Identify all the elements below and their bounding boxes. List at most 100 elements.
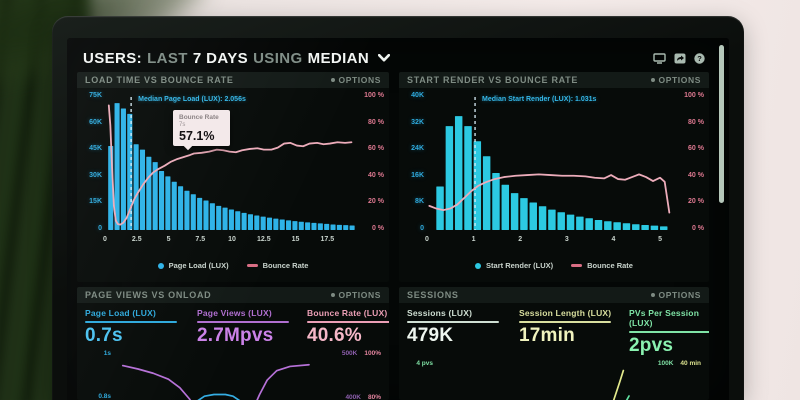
bar bbox=[650, 225, 659, 230]
axis-tick: 20 % bbox=[688, 198, 704, 206]
metric-underline bbox=[307, 321, 389, 323]
load-time-chart-body: 75K 60K 45K 30K 15K 0 100 % 80 % 60 % 40 % 20 % 0 … bbox=[77, 88, 389, 282]
axis-tick: 45K bbox=[89, 145, 102, 153]
series-line bbox=[197, 393, 241, 400]
bar bbox=[133, 144, 139, 230]
metric-underline bbox=[519, 321, 611, 323]
axis-tick: 16K bbox=[411, 171, 424, 179]
legend-label: Bounce Rate bbox=[587, 261, 633, 270]
bar bbox=[482, 156, 491, 230]
axis-tick: 100K 40 min bbox=[657, 360, 701, 367]
metric-bounce-rate: Bounce Rate (LUX) 40.6% bbox=[307, 308, 389, 347]
metric-label: PVs Per Session (LUX) bbox=[629, 308, 700, 328]
help-icon[interactable]: ? bbox=[694, 52, 705, 64]
axis-tick: 40 % bbox=[368, 171, 384, 179]
timeframe-dropdown[interactable]: USERS: LAST 7 DAYS USING MEDIAN bbox=[83, 49, 391, 67]
metric-sessions: Sessions (LUX) 479K bbox=[407, 308, 511, 357]
axis-tick: 30K bbox=[89, 171, 102, 179]
bar bbox=[286, 220, 292, 230]
bar bbox=[120, 108, 126, 230]
metric-page-views: Page Views (LUX) 2.7Mpvs bbox=[197, 308, 299, 347]
axis-tick: 20 % bbox=[368, 198, 384, 206]
gear-icon bbox=[330, 293, 335, 297]
bar bbox=[158, 171, 165, 230]
scrollbar[interactable] bbox=[719, 45, 724, 203]
chart-tooltip: Bounce Rate 7s 57.1% bbox=[173, 110, 230, 146]
monitor-icon[interactable] bbox=[653, 52, 666, 64]
legend-start-render[interactable]: Start Render (LUX) bbox=[475, 261, 553, 270]
bar bbox=[279, 219, 285, 230]
axis-tick: 1 bbox=[471, 236, 476, 243]
legend-dot-icon bbox=[157, 262, 164, 269]
gear-icon bbox=[650, 293, 655, 297]
axis-tick: 15K bbox=[89, 198, 102, 206]
legend-page-load[interactable]: Page Load (LUX) bbox=[157, 261, 229, 270]
panel-title: START RENDER VS BOUNCE RATE bbox=[407, 75, 579, 85]
bar bbox=[529, 202, 537, 230]
start-render-plot[interactable] bbox=[427, 96, 674, 230]
axis-tick: 5 bbox=[658, 236, 662, 243]
axis-tick: 0 bbox=[98, 224, 102, 232]
legend-bounce-rate[interactable]: Bounce Rate bbox=[571, 261, 633, 270]
bar bbox=[209, 203, 215, 230]
axis-tick: 0 bbox=[420, 224, 424, 232]
load-time-plot[interactable] bbox=[105, 96, 355, 230]
metric-label: Bounce Rate (LUX) bbox=[307, 308, 388, 318]
header-last-label: LAST bbox=[147, 49, 188, 67]
svg-text:?: ? bbox=[697, 54, 702, 63]
header-using-label: USING bbox=[253, 49, 303, 67]
bar bbox=[165, 176, 171, 230]
series-line bbox=[612, 369, 625, 400]
legend-bounce-rate[interactable]: Bounce Rate bbox=[246, 261, 309, 270]
sessions-plot[interactable] bbox=[441, 362, 630, 400]
options-button[interactable]: OPTIONS bbox=[330, 75, 381, 85]
metric-underline bbox=[85, 321, 177, 323]
bar bbox=[171, 181, 177, 230]
axis-tick: 1s bbox=[103, 350, 111, 357]
axis-tick: 0.8s bbox=[98, 392, 111, 400]
panel-title: LOAD TIME VS BOUNCE RATE bbox=[85, 75, 234, 85]
legend-label: Bounce Rate bbox=[262, 261, 309, 270]
bar bbox=[324, 223, 330, 230]
axis-tick: 400K 80% bbox=[345, 393, 381, 400]
metric-session-length: Session Length (LUX) 17min bbox=[519, 308, 621, 357]
options-button[interactable]: OPTIONS bbox=[650, 290, 701, 300]
options-button[interactable]: OPTIONS bbox=[650, 75, 701, 85]
bar bbox=[273, 218, 279, 230]
y-axis-left: 1s0.8s0.6s bbox=[85, 350, 111, 400]
bar bbox=[247, 214, 254, 230]
metric-label: Sessions (LUX) bbox=[407, 308, 473, 318]
bar bbox=[216, 205, 222, 230]
bar bbox=[222, 207, 228, 230]
tooltip-title: Bounce Rate bbox=[179, 114, 219, 121]
bar bbox=[317, 223, 323, 230]
bar bbox=[241, 212, 247, 230]
bar bbox=[585, 218, 593, 230]
metric-value: 40.6% bbox=[307, 325, 362, 346]
legend-line-icon bbox=[246, 264, 258, 267]
panel-sessions: SESSIONS OPTIONS Sessions (LUX) 479K bbox=[399, 287, 709, 400]
axis-tick: 100 % bbox=[684, 92, 704, 99]
bar bbox=[613, 222, 621, 230]
metric-value: 2pvs bbox=[629, 335, 674, 356]
page-views-plot[interactable] bbox=[119, 352, 310, 400]
bar bbox=[152, 162, 158, 230]
bar bbox=[436, 186, 444, 230]
bar bbox=[622, 223, 631, 230]
header-days-label: 7 DAYS bbox=[192, 49, 249, 67]
bar bbox=[501, 184, 510, 230]
bar bbox=[190, 194, 196, 230]
share-icon[interactable] bbox=[674, 53, 686, 64]
metric-value: 0.7s bbox=[85, 325, 123, 346]
bar bbox=[254, 215, 260, 230]
axis-tick: 0 bbox=[425, 236, 429, 243]
options-label: OPTIONS bbox=[338, 290, 381, 300]
axis-tick: 15 bbox=[291, 236, 300, 243]
bar bbox=[260, 216, 266, 230]
metric-value: 17min bbox=[519, 325, 575, 346]
options-button[interactable]: OPTIONS bbox=[330, 290, 381, 300]
panel-header: LOAD TIME VS BOUNCE RATE OPTIONS bbox=[77, 72, 389, 88]
panel-header: START RENDER VS BOUNCE RATE OPTIONS bbox=[399, 72, 709, 88]
